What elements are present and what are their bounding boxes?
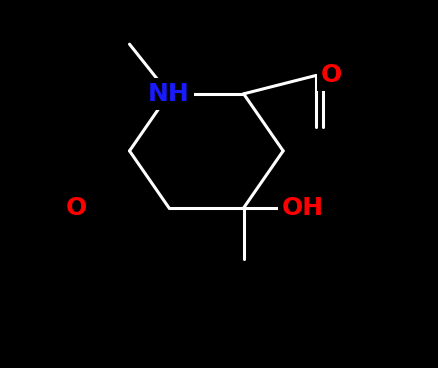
Text: O: O bbox=[66, 196, 87, 220]
Text: NH: NH bbox=[148, 82, 190, 106]
Text: O: O bbox=[320, 63, 341, 88]
Text: OH: OH bbox=[281, 196, 323, 220]
